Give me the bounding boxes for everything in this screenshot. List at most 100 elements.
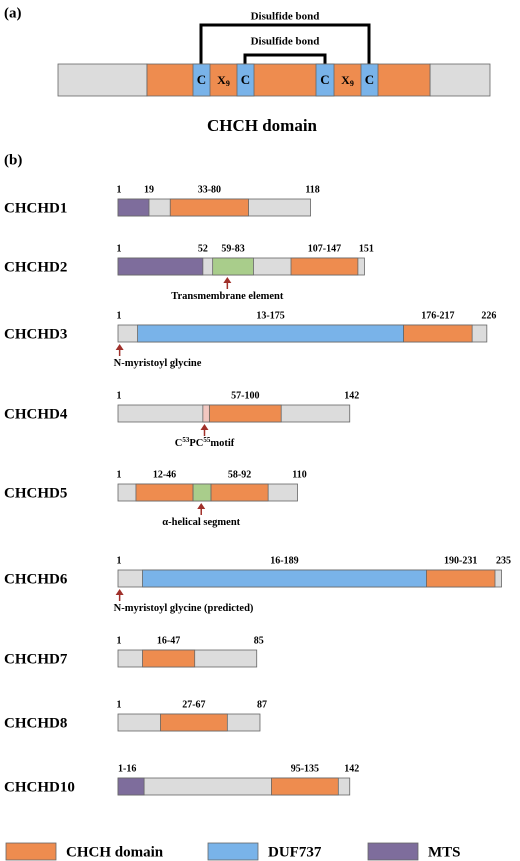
box-label: X9 bbox=[217, 73, 230, 88]
segment-chch bbox=[210, 483, 269, 502]
annotation-text: N-myristoyl glycine bbox=[114, 358, 202, 369]
length-label: 226 bbox=[481, 310, 496, 321]
bond-label: Disulfide bond bbox=[251, 36, 320, 48]
length-label: 110 bbox=[292, 469, 306, 480]
protein-name: CHCHD4 bbox=[4, 406, 68, 422]
start-label: 1 bbox=[117, 243, 122, 254]
annotation-text: motif bbox=[210, 438, 234, 449]
protein-name: CHCHD10 bbox=[4, 779, 75, 795]
domain-caption: CHCH domain bbox=[207, 116, 318, 135]
segment-chch bbox=[290, 257, 359, 276]
panel-label: (b) bbox=[4, 152, 22, 168]
protein-name: CHCHD6 bbox=[4, 571, 68, 587]
box-label: C bbox=[197, 72, 206, 87]
segment-chch bbox=[160, 713, 228, 732]
length-label: 151 bbox=[359, 243, 374, 254]
length-label: 142 bbox=[344, 763, 359, 774]
segment-label: 59-83 bbox=[221, 243, 244, 254]
annotation: N-myristoyl glycine bbox=[114, 358, 202, 369]
domain-core bbox=[146, 63, 431, 97]
bond-bracket bbox=[243, 53, 327, 64]
cysteine-box bbox=[315, 63, 335, 97]
domain-flank bbox=[57, 63, 148, 97]
segment-mts bbox=[117, 198, 150, 217]
legend-swatch bbox=[367, 842, 419, 861]
segment-chch bbox=[169, 198, 249, 217]
box-label: C bbox=[320, 72, 329, 87]
start-label: 1 bbox=[117, 184, 122, 195]
segment-tm bbox=[212, 257, 254, 276]
annotation: C53PC55motif bbox=[175, 436, 235, 450]
length-label: 235 bbox=[496, 555, 511, 566]
annotation: Transmembrane element bbox=[171, 291, 284, 302]
start-label: 1 bbox=[117, 699, 122, 710]
domain-flank bbox=[429, 63, 491, 97]
annotation-text: N-myristoyl glycine (predicted) bbox=[114, 603, 254, 614]
start-label: 1 bbox=[117, 310, 122, 321]
segment-duf bbox=[142, 569, 427, 588]
segment-label: 58-92 bbox=[228, 469, 251, 480]
segment-chch bbox=[426, 569, 496, 588]
bond-bracket bbox=[199, 23, 371, 64]
protein-name: CHCHD2 bbox=[4, 259, 67, 275]
segment-label: 27-67 bbox=[182, 699, 205, 710]
box-text: C bbox=[197, 72, 206, 87]
box-label: X9 bbox=[341, 73, 354, 88]
segment-mts bbox=[117, 257, 204, 276]
segment-motif bbox=[202, 404, 210, 423]
segment-label: 190-231 bbox=[444, 555, 477, 566]
segment-label: 57-100 bbox=[231, 390, 259, 401]
legend-swatch bbox=[5, 842, 57, 861]
box-text: X bbox=[341, 73, 350, 87]
annotation-text: Transmembrane element bbox=[171, 291, 284, 302]
segment-label: 16-189 bbox=[270, 555, 298, 566]
length-label: 142 bbox=[344, 390, 359, 401]
cysteine-box bbox=[192, 63, 211, 97]
box-label: C bbox=[241, 72, 250, 87]
segment-label: 176-217 bbox=[421, 310, 454, 321]
start-label: 1 bbox=[117, 469, 122, 480]
length-label: 85 bbox=[254, 635, 264, 646]
box-subscript: 9 bbox=[350, 79, 354, 88]
segment-label: 107-147 bbox=[308, 243, 341, 254]
segment-label: 19 bbox=[144, 184, 154, 195]
arrow-head bbox=[200, 424, 209, 430]
segment-mts bbox=[117, 777, 145, 796]
box-text: X bbox=[217, 73, 226, 87]
cysteine-box bbox=[236, 63, 255, 97]
segment-chch bbox=[142, 649, 196, 668]
legend-label: MTS bbox=[428, 844, 461, 860]
legend-label: CHCH domain bbox=[66, 844, 164, 860]
segment-label: 1-16 bbox=[118, 763, 136, 774]
segment-label: 13-175 bbox=[256, 310, 284, 321]
arrow-head bbox=[115, 589, 124, 595]
box-label: C bbox=[365, 72, 374, 87]
start-label: 1 bbox=[117, 555, 122, 566]
protein-name: CHCHD8 bbox=[4, 715, 67, 731]
segment-duf bbox=[137, 324, 404, 343]
legend-swatch bbox=[207, 842, 259, 861]
start-label: 1 bbox=[117, 635, 122, 646]
segment-chch bbox=[135, 483, 194, 502]
annotation-text: C bbox=[175, 438, 183, 449]
protein-name: CHCHD5 bbox=[4, 485, 67, 501]
segment-label: 95-135 bbox=[291, 763, 319, 774]
length-label: 118 bbox=[305, 184, 319, 195]
segment-label: 33-80 bbox=[198, 184, 221, 195]
panel-label: (a) bbox=[4, 5, 22, 21]
segment-chch bbox=[208, 404, 282, 423]
box-text: C bbox=[241, 72, 250, 87]
box-subscript: 9 bbox=[226, 79, 230, 88]
start-label: 1 bbox=[117, 390, 122, 401]
annotation-superscript: 55 bbox=[203, 436, 211, 444]
annotation: N-myristoyl glycine (predicted) bbox=[114, 603, 254, 614]
segment-label: 52 bbox=[198, 243, 208, 254]
legend-label: DUF737 bbox=[268, 844, 322, 860]
arrow-head bbox=[115, 344, 124, 350]
annotation-text: α-helical segment bbox=[162, 517, 240, 528]
segment-tm bbox=[192, 483, 212, 502]
length-label: 87 bbox=[257, 699, 267, 710]
arrow-head bbox=[223, 277, 232, 283]
protein-name: CHCHD7 bbox=[4, 651, 68, 667]
